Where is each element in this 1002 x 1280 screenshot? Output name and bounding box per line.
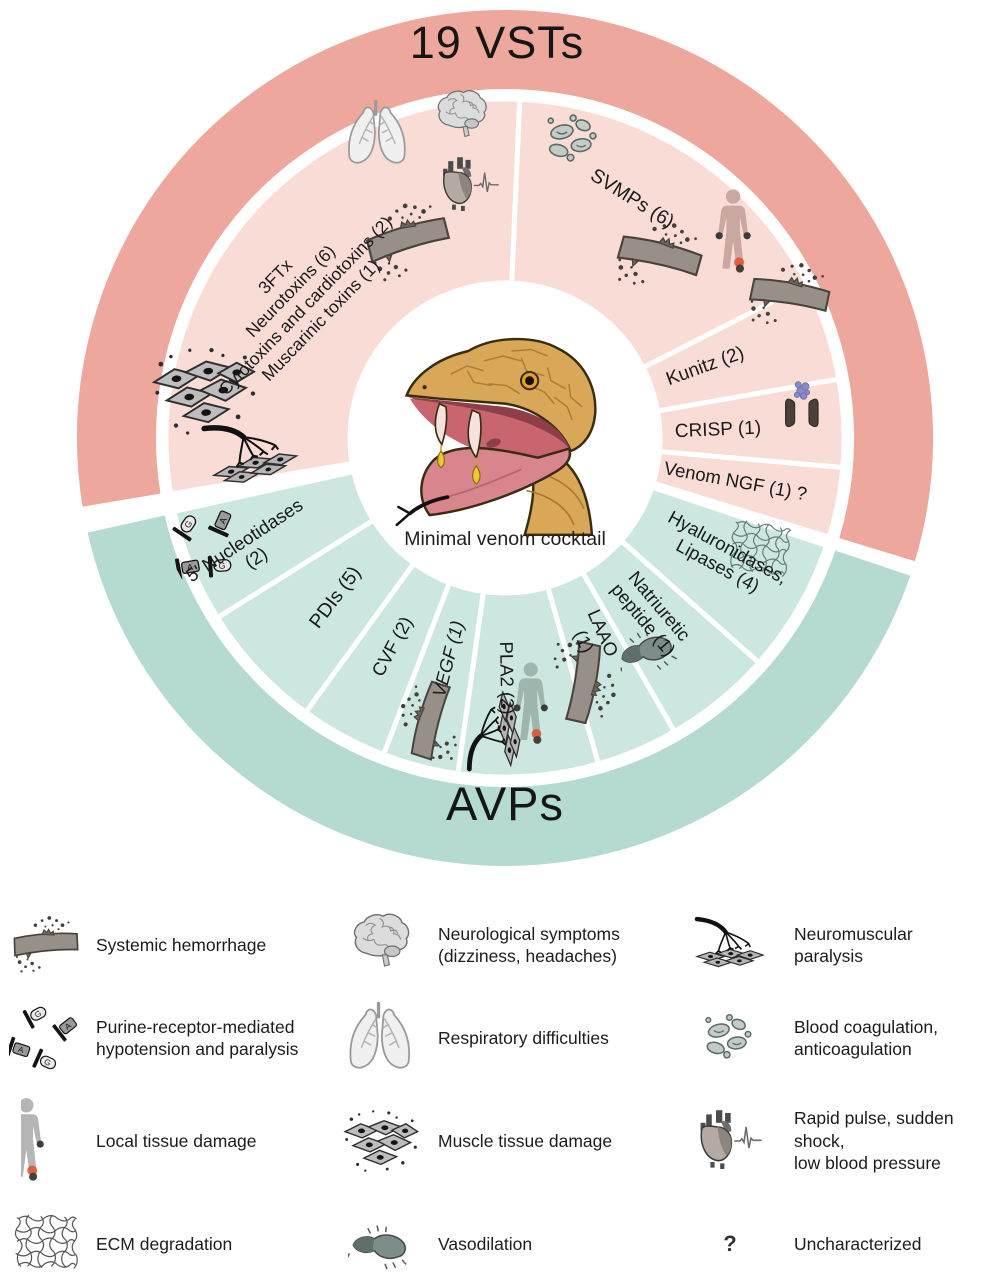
legend-label: Rapid pulse, sudden shock, low blood pre… xyxy=(794,1108,954,1174)
brain-icon xyxy=(341,910,421,980)
blood-cells-icon xyxy=(698,1007,762,1069)
legend-item-purine-receptor: Purine-receptor-mediated hypotension and… xyxy=(0,990,322,1086)
neuromuscular-junction-icon xyxy=(678,909,782,981)
legend-label: Respiratory difficulties xyxy=(438,1027,609,1048)
legend-item-muscle-tissue-damage: Muscle tissue damage xyxy=(322,1086,648,1196)
vst-ring-title: 19 VSTs xyxy=(410,17,585,68)
legend-label: Blood coagulation, anticoagulation xyxy=(794,1016,938,1059)
legend-label: Muscle tissue damage xyxy=(438,1130,613,1151)
vasodilation-vessel-icon xyxy=(341,1211,421,1277)
legend-label: Neuromuscular paralysis xyxy=(794,923,913,966)
legend: Systemic hemorrhage Neurological symptom… xyxy=(0,900,1002,1280)
legend-item-neurological-symptoms: Neurological symptoms (dizziness, headac… xyxy=(322,900,648,990)
legend-item-uncharacterized: ? Uncharacterized xyxy=(648,1196,1002,1280)
legend-label: ECM degradation xyxy=(96,1233,233,1254)
avp-ring-title: AVPs xyxy=(446,777,564,830)
svg-text:PLA2 (2): PLA2 (2) xyxy=(496,641,518,714)
svg-text:CRISP (1): CRISP (1) xyxy=(674,417,761,442)
segment-label-pla2: PLA2 (2) xyxy=(496,641,518,714)
snake-illustration xyxy=(395,337,597,537)
avp-band xyxy=(82,510,916,870)
legend-item-local-tissue-damage: Local tissue damage xyxy=(0,1086,322,1196)
muscle-tissue-icon xyxy=(333,1102,429,1180)
legend-item-vasodilation: Vasodilation xyxy=(322,1196,648,1280)
venom-wheel: G A A G xyxy=(73,6,937,870)
legend-item-systemic-hemorrhage: Systemic hemorrhage xyxy=(0,900,322,990)
ecm-mesh-icon xyxy=(11,1211,81,1277)
purine-receptors-icon xyxy=(9,1001,83,1075)
legend-label: Neurological symptoms (dizziness, headac… xyxy=(438,923,620,966)
legend-item-respiratory-difficulties: Respiratory difficulties xyxy=(322,990,648,1086)
lungs-icon xyxy=(339,997,423,1079)
segment-label-crisp: CRISP (1) xyxy=(674,417,761,442)
legend-item-rapid-pulse: Rapid pulse, sudden shock, low blood pre… xyxy=(648,1086,1002,1196)
legend-label: Purine-receptor-mediated hypotension and… xyxy=(96,1016,299,1059)
center-caption: Minimal venom cocktail xyxy=(404,528,606,550)
legend-item-ecm-degradation: ECM degradation xyxy=(0,1196,322,1280)
legend-label: Vasodilation xyxy=(438,1233,533,1254)
legend-item-neuromuscular-paralysis: Neuromuscular paralysis xyxy=(648,900,1002,990)
legend-label: Local tissue damage xyxy=(96,1130,257,1151)
legend-item-blood-coagulation: Blood coagulation, anticoagulation xyxy=(648,990,1002,1086)
question-mark-icon: ? xyxy=(723,1231,737,1256)
legend-label: Systemic hemorrhage xyxy=(96,934,267,955)
vst-band xyxy=(73,6,937,567)
legend-label: Uncharacterized xyxy=(794,1233,922,1254)
heart-ecg-icon xyxy=(682,1106,778,1176)
systemic-hemorrhage-icon xyxy=(5,912,87,978)
human-figure-icon xyxy=(21,1094,71,1188)
